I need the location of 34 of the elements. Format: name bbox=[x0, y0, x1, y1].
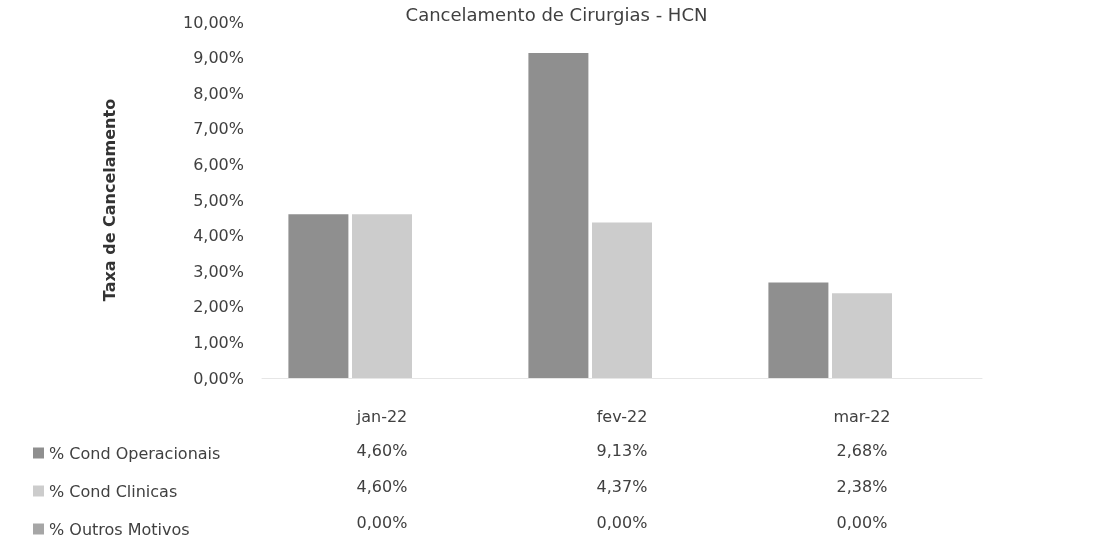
bar bbox=[288, 214, 349, 378]
bar bbox=[592, 222, 652, 378]
legend-label: % Cond Operacionais bbox=[49, 443, 221, 463]
y-axis-title: Taxa de Cancelamento bbox=[99, 98, 119, 302]
y-tick-label: 2,00% bbox=[193, 297, 244, 317]
data-label: 0,00% bbox=[356, 512, 408, 532]
bar bbox=[832, 293, 892, 378]
y-tick-label: 1,00% bbox=[193, 332, 244, 352]
data-label: 2,38% bbox=[836, 476, 888, 496]
y-tick-label: 9,00% bbox=[193, 48, 244, 68]
data-label: 4,60% bbox=[356, 440, 408, 460]
y-tick-label: 7,00% bbox=[193, 119, 244, 139]
data-label: 0,00% bbox=[836, 512, 888, 532]
x-tick-label: mar-22 bbox=[833, 406, 891, 426]
bar bbox=[352, 214, 412, 378]
data-label: 4,37% bbox=[596, 476, 648, 496]
chart-title: Cancelamento de Cirurgias - HCN bbox=[405, 3, 708, 25]
legend-label: % Outros Motivos bbox=[49, 519, 190, 539]
x-tick-label: fev-22 bbox=[596, 406, 648, 426]
y-tick-label: 5,00% bbox=[193, 190, 244, 210]
y-tick-label: 6,00% bbox=[193, 154, 244, 174]
y-tick-label: 3,00% bbox=[193, 261, 244, 281]
y-tick-label: 8,00% bbox=[193, 83, 244, 103]
data-label: 2,68% bbox=[836, 440, 888, 460]
bar bbox=[528, 52, 589, 378]
data-label: 4,60% bbox=[356, 476, 408, 496]
y-tick-label: 4,00% bbox=[193, 226, 244, 246]
y-tick-label: 10,00% bbox=[182, 12, 244, 32]
x-tick-label: jan-22 bbox=[355, 406, 408, 426]
data-label: 9,13% bbox=[596, 440, 648, 460]
data-label: 0,00% bbox=[596, 512, 648, 532]
y-tick-label: 0,00% bbox=[193, 368, 244, 388]
bar bbox=[768, 282, 829, 378]
legend-label: % Cond Clinicas bbox=[49, 481, 178, 501]
